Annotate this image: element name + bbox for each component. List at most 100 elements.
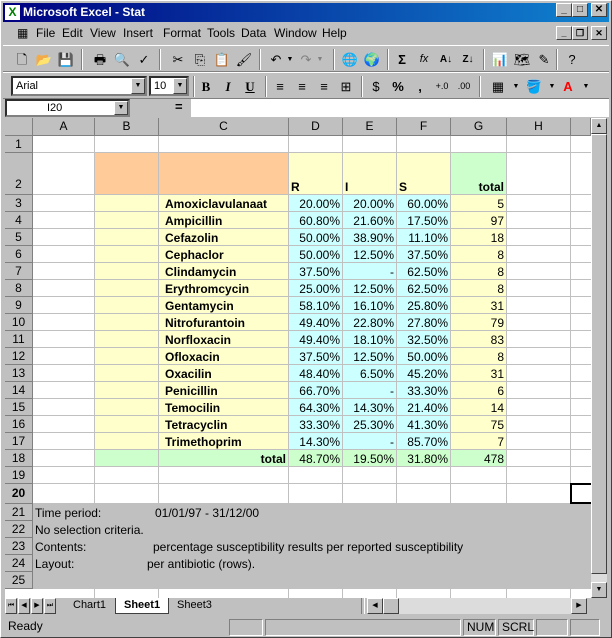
antibiotic-name[interactable]: Penicillin <box>165 384 218 398</box>
footer-selection[interactable]: No selection criteria. <box>35 523 144 537</box>
prev-sheet-icon[interactable]: ◀ <box>18 598 30 614</box>
formula-input[interactable] <box>191 99 609 117</box>
value-s[interactable]: 62.50% <box>407 265 448 279</box>
value-r[interactable]: 14.30% <box>299 435 340 449</box>
value-s[interactable]: 33.30% <box>407 384 448 398</box>
undo-icon[interactable]: ↶ <box>270 52 282 67</box>
value-i[interactable]: - <box>390 265 394 279</box>
scroll-down-icon[interactable]: ▼ <box>591 582 607 598</box>
doc-restore-button[interactable]: ❐ <box>572 26 588 40</box>
doc-close-button[interactable]: ✕ <box>591 26 607 40</box>
value-i[interactable]: 12.50% <box>353 350 394 364</box>
row-header-10[interactable]: 10 <box>5 314 33 331</box>
row-header-3[interactable]: 3 <box>5 195 33 212</box>
formula-equals[interactable]: = <box>175 99 183 114</box>
row-header-24[interactable]: 24 <box>5 555 33 572</box>
value-i[interactable]: 12.50% <box>353 282 394 296</box>
minimize-button[interactable]: _ <box>556 3 572 17</box>
value-i[interactable]: 25.30% <box>353 418 394 432</box>
office-assistant-icon[interactable]: ? <box>568 52 576 67</box>
value-total[interactable]: 83 <box>490 333 504 347</box>
scroll-right-icon[interactable]: ▶ <box>571 598 587 614</box>
antibiotic-name[interactable]: Erythromcycin <box>165 282 250 296</box>
row-header-4[interactable]: 4 <box>5 212 33 229</box>
doc-minimize-button[interactable]: _ <box>556 26 572 40</box>
column-header-h[interactable]: H <box>507 118 571 136</box>
value-i[interactable]: 6.50% <box>359 367 394 381</box>
paste-icon[interactable]: 📋 <box>213 52 231 67</box>
row-header-12[interactable]: 12 <box>5 348 33 365</box>
value-i[interactable]: 22.80% <box>353 316 394 330</box>
row-header-18[interactable]: 18 <box>5 450 33 467</box>
value-total[interactable]: 8 <box>497 282 504 296</box>
header-r[interactable]: R <box>291 180 300 194</box>
maximize-button[interactable]: □ <box>572 3 588 17</box>
antibiotic-name[interactable]: Cephaclor <box>165 248 224 262</box>
drawing-icon[interactable]: ✎ <box>538 52 550 67</box>
antibiotic-name[interactable]: Nitrofurantoin <box>165 316 245 330</box>
value-total[interactable]: 8 <box>497 248 504 262</box>
row-header-19[interactable]: 19 <box>5 467 33 484</box>
chart-wizard-icon[interactable]: 📊 <box>491 52 509 67</box>
worksheet-grid[interactable]: A B C D E F G H 1 2 3 4 5 6 7 8 9 10 11 12 13 14 15 16 17 18 19 20 2… <box>5 118 591 598</box>
menu-window[interactable]: Window <box>274 26 317 40</box>
footer-time-label[interactable]: Time period: <box>35 506 102 520</box>
menu-file[interactable]: File <box>36 26 56 40</box>
row-header-25[interactable]: 25 <box>5 572 33 589</box>
row-header-16[interactable]: 16 <box>5 416 33 433</box>
sort-descending-icon[interactable]: Z↓ <box>462 54 474 65</box>
footer-contents-label[interactable]: Contents: <box>35 540 87 554</box>
italic-icon[interactable]: I <box>225 79 231 94</box>
scroll-left-icon[interactable]: ◀ <box>367 598 383 614</box>
chevron-down-icon[interactable]: ▼ <box>582 83 590 90</box>
header-i[interactable]: I <box>345 180 349 194</box>
print-preview-icon[interactable]: 🔍 <box>113 52 131 67</box>
underline-icon[interactable]: U <box>245 79 255 94</box>
antibiotic-name[interactable]: Clindamycin <box>165 265 237 279</box>
totals-label[interactable]: total <box>260 452 286 466</box>
value-r[interactable]: 50.00% <box>299 248 340 262</box>
value-total[interactable]: 5 <box>497 197 504 211</box>
row-header-23[interactable]: 23 <box>5 538 33 555</box>
sort-ascending-icon[interactable]: A↓ <box>439 54 453 65</box>
row-header-7[interactable]: 7 <box>5 263 33 280</box>
cut-icon[interactable]: ✂ <box>172 52 184 67</box>
currency-icon[interactable]: $ <box>372 79 380 94</box>
footer-contents-value[interactable]: percentage susceptibility results per re… <box>153 540 463 554</box>
menu-view[interactable]: View <box>90 26 116 40</box>
column-header-b[interactable]: B <box>95 118 159 136</box>
value-r[interactable]: 60.80% <box>299 214 340 228</box>
row-header-9[interactable]: 9 <box>5 297 33 314</box>
antibiotic-name[interactable]: Cefazolin <box>165 231 219 245</box>
column-header-c[interactable]: C <box>159 118 289 136</box>
increase-decimal-icon[interactable]: +.0 <box>435 81 449 91</box>
footer-time-value[interactable]: 01/01/97 - 31/12/00 <box>155 506 260 520</box>
tab-split-handle[interactable] <box>361 598 365 614</box>
value-total[interactable]: 97 <box>490 214 504 228</box>
row-header-6[interactable]: 6 <box>5 246 33 263</box>
value-r[interactable]: 64.30% <box>299 401 340 415</box>
value-i[interactable]: 21.60% <box>353 214 394 228</box>
font-size-combo[interactable]: 10 ▼ <box>149 76 189 96</box>
horizontal-scroll-track[interactable] <box>399 598 579 614</box>
value-total[interactable]: 31 <box>490 299 504 313</box>
antibiotic-name[interactable]: Ofloxacin <box>165 350 220 364</box>
vertical-scrollbar[interactable]: ▲ ▼ <box>591 118 607 598</box>
value-total[interactable]: 31 <box>490 367 504 381</box>
menu-insert[interactable]: Insert <box>123 26 154 40</box>
undo-dropdown-icon[interactable]: ▼ <box>286 56 294 63</box>
value-s[interactable]: 11.10% <box>408 231 448 245</box>
redo-dropdown-icon[interactable]: ▼ <box>316 56 324 63</box>
value-r[interactable]: 20.00% <box>299 197 340 211</box>
name-box[interactable]: I20 ▼ <box>5 99 130 117</box>
menu-data[interactable]: Data <box>241 26 267 40</box>
value-i[interactable]: 20.00% <box>353 197 394 211</box>
fill-color-icon[interactable]: 🪣 <box>525 79 543 94</box>
value-total[interactable]: 8 <box>497 350 504 364</box>
value-r[interactable]: 33.30% <box>299 418 340 432</box>
row-header-5[interactable]: 5 <box>5 229 33 246</box>
antibiotic-name[interactable]: Oxacilin <box>165 367 212 381</box>
footer-layout-label[interactable]: Layout: <box>35 557 75 571</box>
menu-edit[interactable]: Edit <box>62 26 83 40</box>
menu-tools[interactable]: Tools <box>207 26 236 40</box>
